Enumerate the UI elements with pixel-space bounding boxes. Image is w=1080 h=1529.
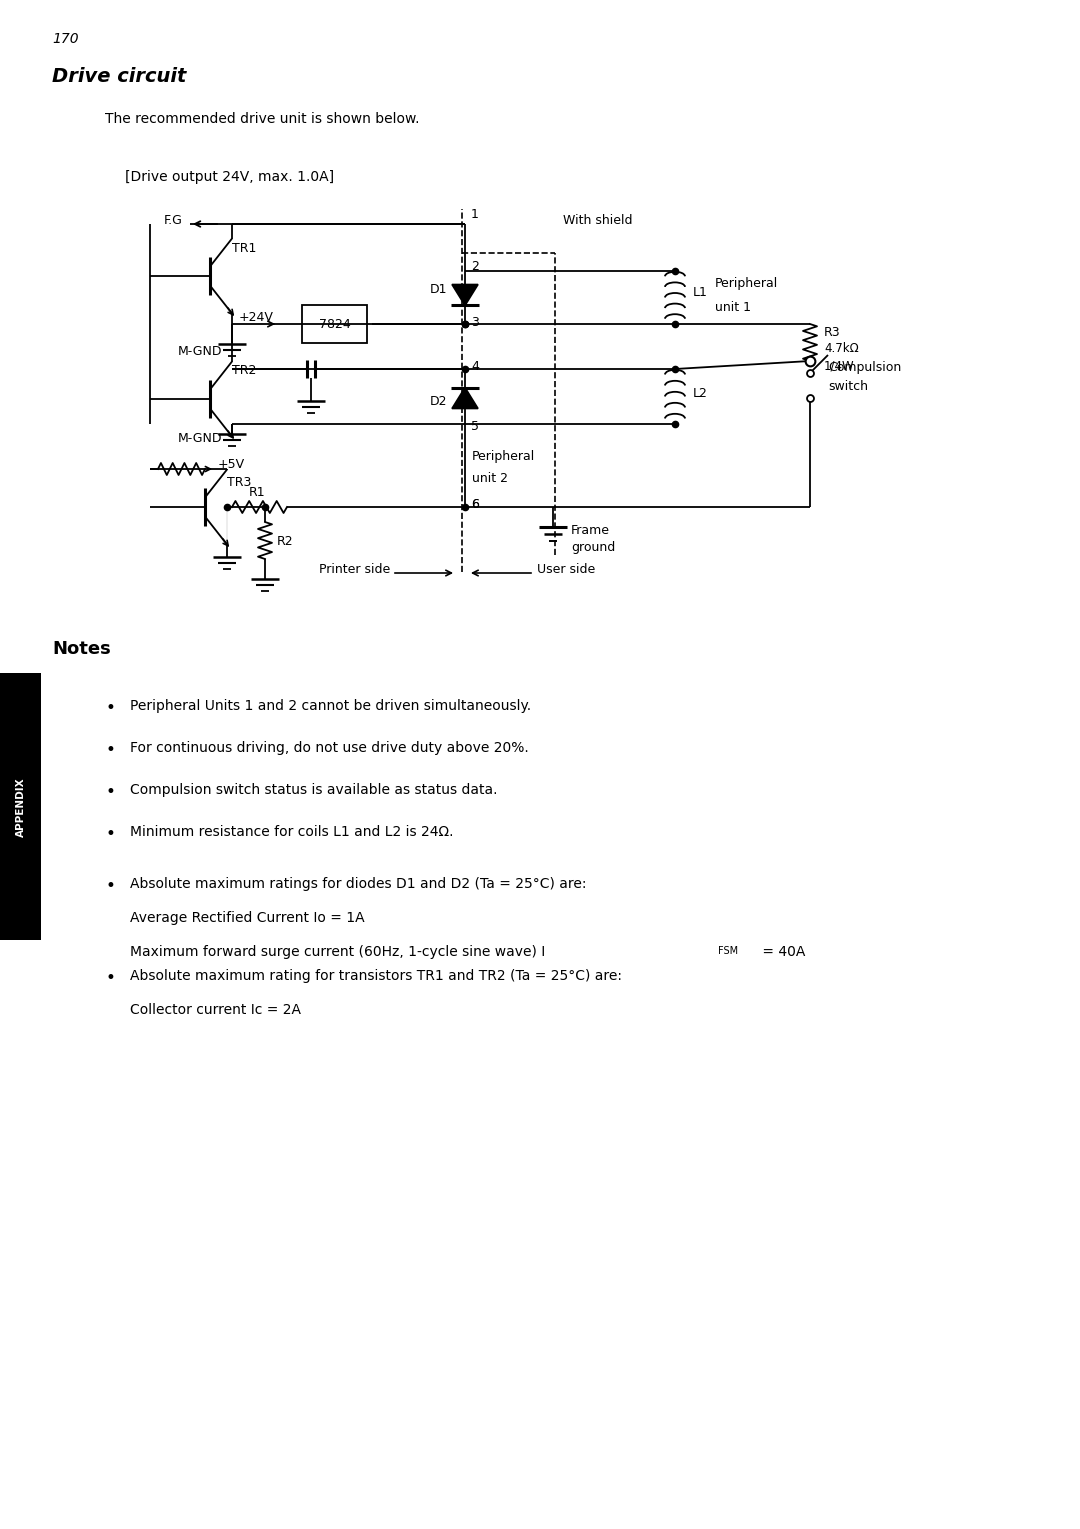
Text: 170: 170 — [52, 32, 79, 46]
Text: Printer side: Printer side — [319, 563, 390, 575]
Text: APPENDIX: APPENDIX — [15, 778, 26, 836]
Text: 3: 3 — [471, 315, 478, 329]
Text: 6: 6 — [471, 498, 478, 512]
Polygon shape — [453, 284, 478, 306]
Bar — [302, 304, 367, 342]
Text: 1: 1 — [471, 208, 478, 220]
Text: 7824: 7824 — [319, 318, 350, 330]
Text: Average Rectified Current Io = 1A: Average Rectified Current Io = 1A — [130, 911, 365, 925]
Text: TR3: TR3 — [227, 476, 252, 488]
Text: L1: L1 — [693, 286, 707, 300]
Text: = 40A: = 40A — [758, 945, 806, 959]
Text: Maximum forward surge current (60Hz, 1-cycle sine wave) I: Maximum forward surge current (60Hz, 1-c… — [130, 945, 545, 959]
Text: •: • — [105, 969, 114, 988]
Text: +24V: +24V — [239, 312, 274, 324]
Text: TR1: TR1 — [232, 242, 256, 254]
Text: Drive circuit: Drive circuit — [52, 67, 187, 87]
Text: F.G: F.G — [164, 214, 183, 226]
Text: D1: D1 — [430, 283, 447, 297]
Text: +5V: +5V — [218, 459, 245, 471]
Text: Absolute maximum rating for transistors TR1 and TR2 (Ta = 25°C) are:: Absolute maximum rating for transistors … — [130, 969, 622, 983]
Text: 4: 4 — [471, 361, 478, 373]
Text: Frame: Frame — [571, 524, 610, 538]
Text: Peripheral Units 1 and 2 cannot be driven simultaneously.: Peripheral Units 1 and 2 cannot be drive… — [130, 699, 531, 713]
Text: 1/4W: 1/4W — [824, 359, 854, 373]
Text: unit 1: unit 1 — [715, 301, 751, 313]
Text: •: • — [105, 742, 114, 758]
Text: M-GND: M-GND — [178, 346, 222, 358]
Text: ground: ground — [571, 540, 616, 553]
Text: unit 2: unit 2 — [472, 471, 508, 485]
Text: switch: switch — [828, 381, 868, 393]
Text: Compulsion: Compulsion — [828, 361, 901, 375]
Text: TR2: TR2 — [232, 364, 256, 378]
Text: L2: L2 — [693, 387, 707, 401]
Text: Absolute maximum ratings for diodes D1 and D2 (Ta = 25°C) are:: Absolute maximum ratings for diodes D1 a… — [130, 878, 586, 891]
Text: •: • — [105, 783, 114, 801]
Text: With shield: With shield — [563, 214, 633, 226]
Text: [Drive output 24V, max. 1.0A]: [Drive output 24V, max. 1.0A] — [125, 170, 334, 183]
Text: R2: R2 — [276, 535, 294, 549]
Text: Peripheral: Peripheral — [715, 277, 779, 291]
Text: The recommended drive unit is shown below.: The recommended drive unit is shown belo… — [105, 112, 419, 125]
Text: 5: 5 — [471, 420, 480, 434]
Text: Compulsion switch status is available as status data.: Compulsion switch status is available as… — [130, 783, 498, 797]
Text: Collector current Ic = 2A: Collector current Ic = 2A — [130, 1003, 301, 1017]
Text: •: • — [105, 878, 114, 894]
Text: 2: 2 — [471, 260, 478, 272]
Text: Peripheral: Peripheral — [472, 450, 536, 462]
Text: For continuous driving, do not use drive duty above 20%.: For continuous driving, do not use drive… — [130, 742, 529, 755]
Text: Notes: Notes — [52, 641, 111, 657]
Text: R1: R1 — [248, 486, 266, 500]
Text: •: • — [105, 699, 114, 717]
Text: R3: R3 — [824, 326, 840, 338]
Text: Minimum resistance for coils L1 and L2 is 24Ω.: Minimum resistance for coils L1 and L2 i… — [130, 826, 454, 839]
Text: User side: User side — [537, 563, 595, 575]
Text: 6: 6 — [471, 498, 478, 512]
Text: M-GND: M-GND — [178, 433, 222, 445]
Text: FSM: FSM — [718, 945, 738, 956]
Text: D2: D2 — [430, 394, 447, 408]
Text: 4.7kΩ: 4.7kΩ — [824, 342, 859, 356]
Text: •: • — [105, 826, 114, 842]
Polygon shape — [453, 387, 478, 408]
